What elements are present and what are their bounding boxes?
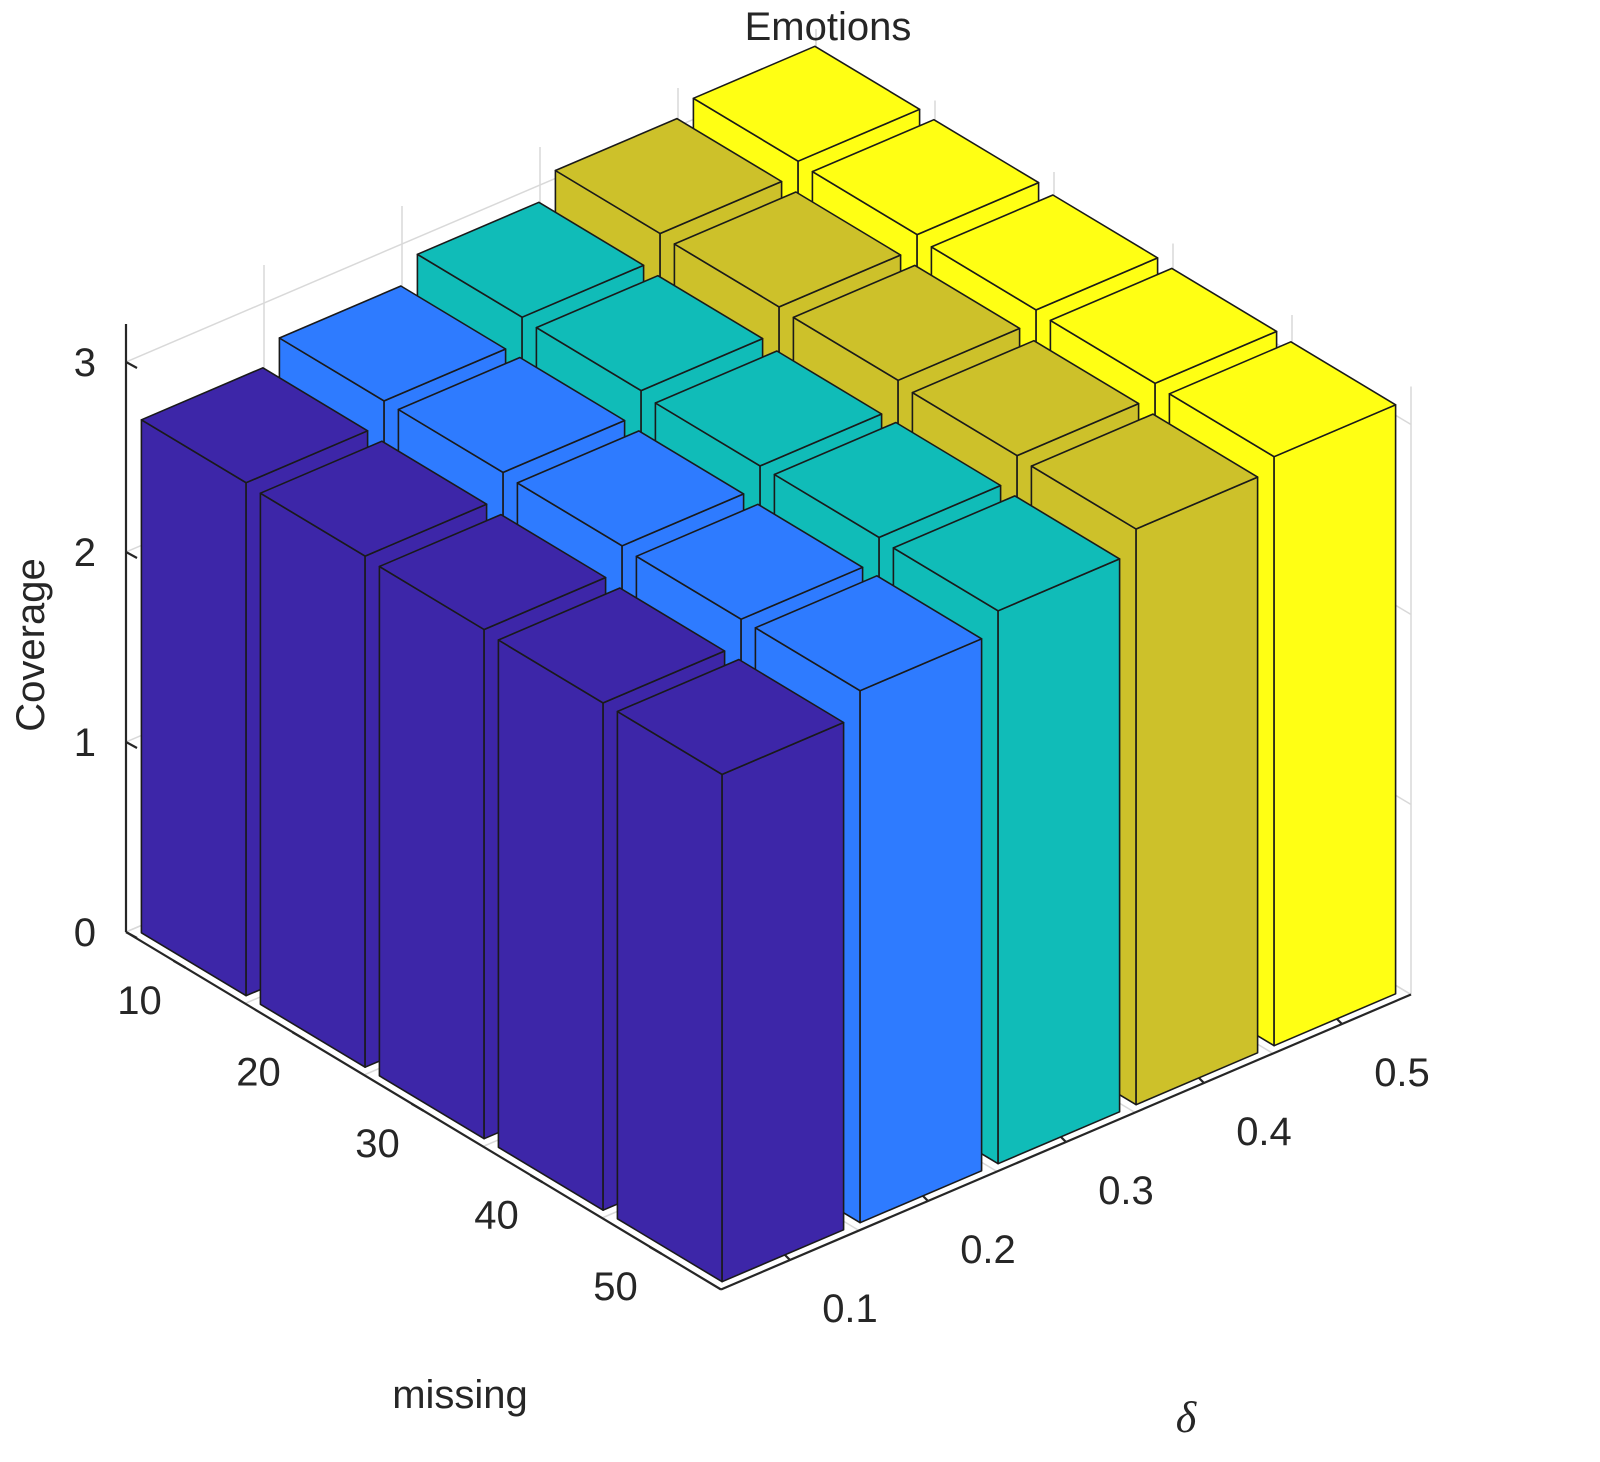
bar-face-left xyxy=(616,710,723,1283)
bar-face-top xyxy=(892,495,1121,612)
bars xyxy=(140,45,1397,1283)
x-tick-label: 10 xyxy=(117,979,162,1023)
bar-face-top xyxy=(1030,413,1259,530)
x-tick-label: 30 xyxy=(355,1122,400,1166)
labels: Emotions Coverage missing δ xyxy=(9,5,1198,1442)
bar-face-top xyxy=(497,587,726,704)
bar-face-top xyxy=(616,658,845,776)
bar-face-right xyxy=(997,558,1121,1165)
bar-face-top xyxy=(654,350,883,467)
bar-face-left xyxy=(140,418,247,997)
x-tick-label: 50 xyxy=(593,1265,638,1309)
x-tick xyxy=(648,1245,663,1255)
bar-face-top xyxy=(516,430,745,547)
x-tick-label: 20 xyxy=(236,1050,281,1094)
bar-face-left xyxy=(378,565,485,1140)
z-tick-label: 2 xyxy=(74,531,96,575)
axes: 0 1 2 3 10 20 30 40 50 0.1 0.2 0.3 0.4 0.5 xyxy=(74,324,1430,1331)
x-tick xyxy=(291,1031,306,1041)
bar-face-top xyxy=(259,440,488,557)
y-axis-label: δ xyxy=(1176,1393,1198,1442)
bar-face-top xyxy=(1168,340,1397,458)
x-axis-label: missing xyxy=(392,1373,528,1417)
y-tick-label: 0.5 xyxy=(1374,1051,1430,1095)
bar-face-left xyxy=(259,492,366,1068)
x-tick xyxy=(172,959,187,969)
chart-title: Emotions xyxy=(745,5,912,49)
x-tick xyxy=(410,1102,425,1112)
bar-face-top xyxy=(635,503,864,621)
z-tick-label: 0 xyxy=(74,911,96,955)
z-tick-label: 1 xyxy=(74,721,96,765)
bar-face-top xyxy=(754,574,983,692)
bar xyxy=(616,658,845,1283)
z-tick-label: 3 xyxy=(74,341,96,385)
bar-face-top xyxy=(378,513,607,631)
bar-face-top xyxy=(930,194,1159,311)
bar-face-top xyxy=(811,118,1040,236)
bar-face-top xyxy=(911,339,1140,457)
bar-face-right xyxy=(721,721,845,1283)
bar-face-top xyxy=(673,191,902,308)
z-tick xyxy=(125,551,138,559)
z-tick xyxy=(125,741,138,749)
bar-face-top xyxy=(1049,267,1278,385)
bar-face-top xyxy=(278,285,507,402)
bar-face-top xyxy=(397,356,626,474)
bar-face-top xyxy=(416,201,645,319)
bar-face-top xyxy=(554,117,783,235)
x-tick-label: 40 xyxy=(474,1193,519,1237)
y-tick-label: 0.3 xyxy=(1098,1169,1154,1213)
bar-face-right xyxy=(1135,476,1259,1106)
bar-face-top xyxy=(692,45,921,162)
x-tick xyxy=(529,1174,544,1184)
y-tick-label: 0.1 xyxy=(822,1287,878,1331)
bar-face-top xyxy=(140,366,369,484)
bar-face-right xyxy=(859,637,983,1224)
bar-face-left xyxy=(497,639,604,1211)
z-axis-label: Coverage xyxy=(9,558,53,731)
z-tick xyxy=(125,361,138,369)
bar-face-top xyxy=(535,274,764,392)
y-tick-label: 0.4 xyxy=(1236,1110,1292,1154)
bar-face-right xyxy=(1273,403,1397,1047)
bar-face-top xyxy=(773,421,1002,539)
bar-face-top xyxy=(792,264,1021,382)
y-tick-label: 0.2 xyxy=(960,1228,1016,1272)
z-tick xyxy=(125,931,138,939)
